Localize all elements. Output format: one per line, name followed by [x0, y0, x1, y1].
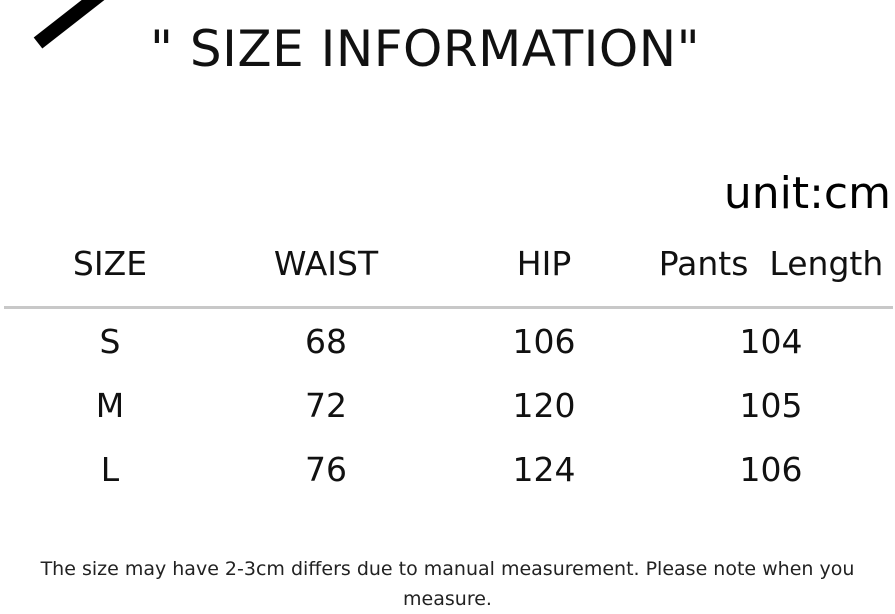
header-hip: HIP: [516, 244, 572, 283]
header-waist: WAIST: [273, 244, 379, 283]
cell-pants-length: 105: [739, 386, 803, 425]
cell-pants-length: 104: [739, 322, 803, 361]
header-pants-length: Pants Length: [658, 244, 884, 283]
measurement-note: The size may have 2-3cm differs due to m…: [40, 558, 855, 610]
cell-size: L: [100, 450, 120, 489]
header-divider: [4, 306, 893, 309]
cell-size: M: [95, 386, 125, 425]
page-title: " SIZE INFORMATION": [150, 20, 701, 78]
cell-waist: 68: [305, 322, 347, 361]
decorative-slash-icon: [33, 0, 126, 49]
unit-label: unit:cm: [723, 168, 891, 219]
cell-hip: 106: [512, 322, 576, 361]
header-size: SIZE: [72, 244, 148, 283]
cell-waist: 72: [305, 386, 347, 425]
cell-pants-length: 106: [739, 450, 803, 489]
cell-size: S: [99, 322, 121, 361]
cell-waist: 76: [305, 450, 347, 489]
cell-hip: 120: [512, 386, 576, 425]
cell-hip: 124: [512, 450, 576, 489]
